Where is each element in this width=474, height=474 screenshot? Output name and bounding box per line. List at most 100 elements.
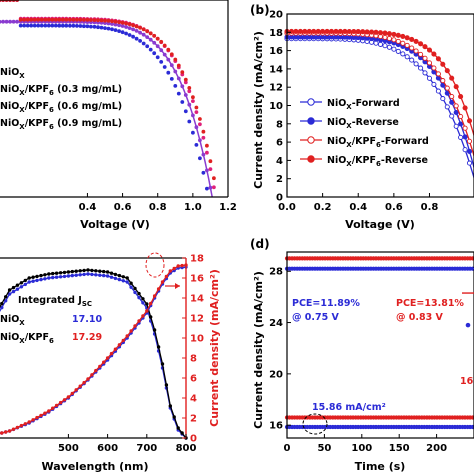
panel-c-series-3-point bbox=[98, 364, 102, 369]
panel-a-series-0-point bbox=[96, 25, 100, 30]
panel-a-series-2-point bbox=[183, 80, 188, 85]
panel-a-series-0-point bbox=[53, 23, 58, 28]
panel-c-integrated-value: 17.29 bbox=[72, 332, 102, 343]
panel-d-ytick-label: 20 bbox=[269, 369, 283, 380]
panel-a-series-3-point bbox=[110, 19, 114, 24]
panel-a-xtick-label: 0.4 bbox=[79, 202, 97, 213]
panel-d-ytick-label: 16 bbox=[269, 421, 283, 432]
panel-a-series-1-point bbox=[4, 19, 9, 24]
panel-b-label: (b) bbox=[250, 3, 270, 17]
panel-a-series-3-point bbox=[117, 20, 121, 25]
panel-b-ytick-label: 18 bbox=[269, 28, 283, 39]
panel-c-series-1-point bbox=[58, 271, 63, 275]
panel-b-ytick-label: 10 bbox=[269, 101, 283, 112]
panel-a-series-1-point bbox=[113, 22, 118, 27]
panel-b-series-0-point bbox=[409, 57, 415, 63]
panel-c-series-3-point bbox=[152, 294, 157, 298]
panel-b-series-0-point bbox=[386, 44, 392, 50]
panel-c-y2tick-label: 18 bbox=[190, 254, 204, 265]
panel-b-series-3-point bbox=[382, 30, 388, 36]
panel-a-series-0-point bbox=[148, 47, 153, 52]
panel-c-series-3-point bbox=[74, 388, 78, 392]
panel-a-series-3-point bbox=[212, 176, 216, 181]
panel-b-series-3-point bbox=[369, 29, 375, 35]
panel-c-series-3-point bbox=[47, 409, 51, 413]
panel-b-series-3-point bbox=[440, 61, 446, 67]
panel-a-series-0-point bbox=[124, 31, 128, 36]
panel-c-series-0-point bbox=[105, 274, 110, 278]
panel-c-series-3-point bbox=[66, 395, 71, 399]
panel-a-series-0-point bbox=[176, 91, 181, 96]
panel-c-curves bbox=[0, 263, 188, 440]
panel-a-series-1-point bbox=[173, 69, 178, 74]
panel-b-series-0-point bbox=[440, 96, 446, 102]
panel-b-series-3-point bbox=[444, 68, 450, 74]
panel-a-series-2-point bbox=[194, 110, 199, 114]
panel-c-series-1-point bbox=[74, 269, 78, 273]
panel-c-series-1-point bbox=[82, 268, 86, 273]
panel-b-series-0-point bbox=[462, 147, 468, 153]
panel-a-series-0-point bbox=[99, 25, 104, 30]
panel-c-ylabel-right: Current density (mA/cm²) bbox=[208, 269, 221, 427]
panel-c-series-0-point bbox=[27, 280, 31, 284]
panel-c-series-3-point bbox=[180, 263, 184, 268]
panel-a-series-3-point bbox=[68, 17, 72, 22]
panel-b-ytick-label: 12 bbox=[269, 83, 283, 94]
panel-c-integrated-label: NiOX/KPF6 bbox=[0, 332, 54, 345]
panel-a-series-0-point bbox=[145, 44, 150, 49]
panel-a-series-3-point bbox=[176, 63, 181, 68]
panel-a-series-0-point bbox=[39, 23, 44, 28]
panel-b-xtick-label: 0.4 bbox=[349, 202, 367, 213]
panel-c-series-0-point bbox=[0, 305, 4, 310]
panel-c-series-0-point bbox=[74, 273, 78, 277]
panel-c-series-3-point bbox=[113, 347, 118, 351]
panel-a-legend-label: NiOX/KPF6 (0.6 mg/mL) bbox=[0, 101, 122, 114]
panel-c-series-0-point bbox=[78, 273, 82, 277]
panel-a-series-0-point bbox=[75, 24, 79, 28]
panel-a-series-0-point bbox=[169, 77, 174, 81]
panel-c-series-1-point bbox=[7, 288, 12, 292]
panel-b-series-2-point bbox=[382, 34, 388, 40]
panel-a-series-0-point bbox=[89, 24, 93, 29]
panel-b-legend-marker bbox=[307, 98, 315, 106]
panel-c-series-0-point bbox=[23, 282, 27, 287]
panel-d-j-kpf6: 16 bbox=[460, 376, 474, 387]
panel-c-series-3-point bbox=[94, 368, 98, 373]
panel-d-axes: 0 50 100 150 200 16 20 24 28 bbox=[269, 251, 474, 454]
panel-b-series-3-point bbox=[328, 28, 335, 34]
panel-c-series-0-point bbox=[54, 275, 59, 279]
panel-b-series-0-point bbox=[449, 113, 455, 119]
panel-a-series-1-point bbox=[183, 93, 188, 97]
panel-a-series-3-point bbox=[36, 17, 41, 22]
panel-c-series-3-point bbox=[133, 324, 137, 328]
panel-b-series-0-point bbox=[435, 88, 441, 94]
panel-b-series-3-point bbox=[360, 29, 366, 35]
panel-d-bias-niox: @ 0.75 V bbox=[292, 312, 340, 323]
panel-c-annotations: Integrated JSC NiOX 17.10 NiOX/KPF6 17.29 bbox=[0, 252, 180, 345]
panel-c-series-0-point bbox=[70, 273, 75, 278]
panel-a-series-1-point bbox=[201, 152, 206, 157]
panel-c-series-0-point bbox=[15, 287, 20, 291]
panel-b-legend-label: NiOX-Forward bbox=[327, 98, 400, 111]
panel-b-series-2-point bbox=[458, 113, 464, 120]
panel-b-series-2-point bbox=[418, 51, 424, 57]
panel-c-y2tick-label: 0 bbox=[190, 434, 197, 445]
panel-a-series-0-point bbox=[43, 23, 48, 28]
panel-b-series-0-point bbox=[426, 75, 433, 81]
panel-a-series-3-point bbox=[75, 17, 79, 22]
panel-a: 0.4 0.6 0.8 1.0 1.2 NiOX NiOX/KPF6 (0.3 mg/mL… bbox=[0, 0, 237, 231]
panel-c-y2tick-label: 14 bbox=[190, 294, 204, 305]
panel-b-series-3-point bbox=[293, 28, 299, 34]
panel-d-highlight-ellipse bbox=[302, 413, 328, 435]
panel-a-series-1-point bbox=[15, 19, 19, 24]
panel-b-axes: 0.0 0.2 0.4 0.6 0.8 0 2 4 6 8 10 12 14 16 18 20 bbox=[269, 10, 474, 213]
panel-a-series-0-point bbox=[46, 23, 51, 28]
panel-b-series-3-point bbox=[453, 84, 459, 90]
panel-a-series-1-point bbox=[8, 19, 13, 24]
panel-d-xtick-label: 200 bbox=[426, 443, 447, 454]
panel-b-series-2-point bbox=[453, 103, 459, 109]
panel-d-xtick-label: 150 bbox=[389, 443, 410, 454]
panel-a-series-0-point bbox=[194, 143, 199, 147]
panel-a-series-0-point bbox=[60, 23, 65, 28]
panel-c-series-1-point bbox=[27, 276, 31, 280]
